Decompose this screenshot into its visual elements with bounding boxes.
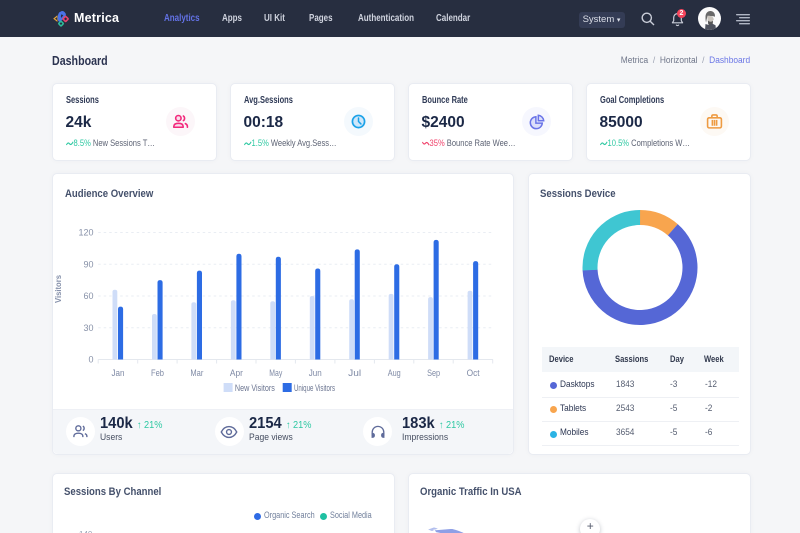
svg-text:May: May (269, 368, 282, 379)
svg-text:60: 60 (83, 291, 93, 301)
svg-text:Unique Visitors: Unique Visitors (294, 383, 335, 394)
svg-text:Apr: Apr (230, 368, 243, 379)
svg-text:Feb: Feb (151, 368, 164, 379)
svg-text:Oct: Oct (467, 368, 480, 379)
svg-text:Jul: Jul (348, 368, 361, 379)
svg-text:Jun: Jun (309, 368, 322, 379)
svg-text:30: 30 (83, 323, 93, 333)
svg-text:Jan: Jan (112, 368, 125, 379)
svg-text:Visitors: Visitors (54, 274, 63, 303)
svg-text:120: 120 (78, 228, 93, 238)
svg-text:90: 90 (83, 259, 93, 269)
svg-text:0: 0 (88, 355, 93, 365)
svg-text:Sep: Sep (427, 368, 440, 379)
svg-text:Aug: Aug (388, 368, 401, 379)
svg-text:New Visitors: New Visitors (235, 383, 275, 394)
svg-text:Mar: Mar (190, 368, 203, 379)
